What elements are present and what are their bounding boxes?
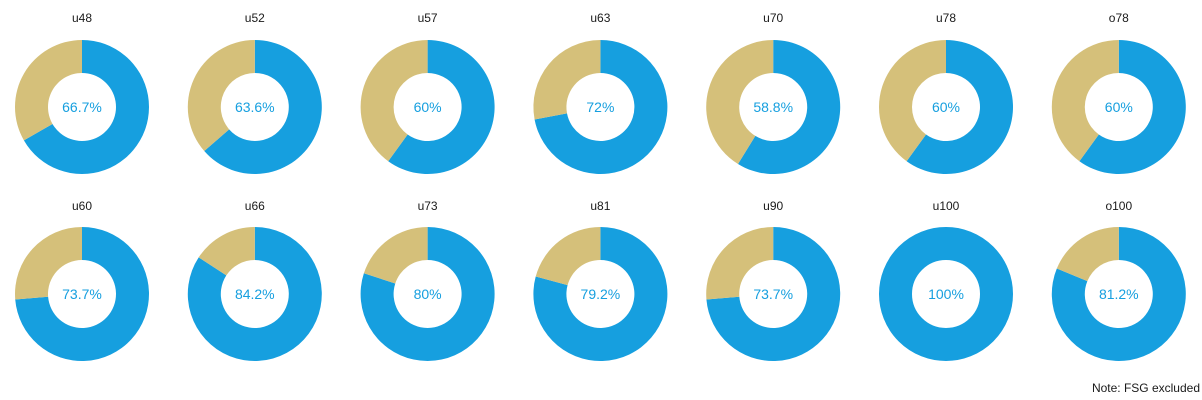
panel-title: u81 [590,199,610,213]
slice-primary [15,227,149,361]
slice-remainder [1056,227,1119,282]
slice-primary [534,40,668,175]
slice-primary [360,227,495,361]
donut-panel-u70: u70 58.8% [706,11,841,174]
panel-title: u66 [245,199,265,213]
slice-primary [23,40,149,175]
slice-remainder [535,227,601,286]
donut-panel-u48: u48 66.7% [14,11,149,175]
slice-remainder [360,40,428,162]
donut-panel-u100: u100 100% [879,199,1013,361]
panel-title: u100 [933,199,960,213]
slice-primary [1079,40,1186,174]
slice-primary [388,40,495,174]
slice-remainder [15,227,83,300]
slice-remainder [363,227,428,284]
panel-title: u52 [245,11,265,25]
donut-panel-u73: u73 80% [360,199,495,361]
center-percentage-label: 63.6% [235,99,275,115]
slice-remainder [879,40,946,162]
slice-primary [204,40,322,174]
donut-panel-u78: u78 60% [879,11,1013,174]
center-percentage-label: 84.2% [235,286,275,302]
donut-panel-o100: o100 81.2% [1051,199,1186,361]
slice-remainder [198,227,255,276]
slice-primary [706,227,841,361]
slice-remainder [14,40,82,141]
panel-title: u73 [418,199,438,213]
center-percentage-label: 60% [932,99,960,115]
donut-panel-u60: u60 73.7% [15,199,149,361]
footnote: Note: FSG excluded [1091,381,1200,395]
center-percentage-label: 100% [928,286,964,302]
center-percentage-label: 80% [414,286,442,302]
center-percentage-label: 58.8% [753,99,793,115]
panel-title: u63 [590,11,610,25]
donut-panel-o78: o78 60% [1051,11,1186,174]
panel-title: u60 [72,199,92,213]
donut-panel-u90: u90 73.7% [706,199,841,361]
slice-remainder [533,40,601,120]
center-percentage-label: 73.7% [62,286,102,302]
slice-primary [879,227,1013,361]
center-percentage-label: 79.2% [581,286,621,302]
donut-panel-u81: u81 79.2% [533,199,668,361]
panel-title: o100 [1105,199,1132,213]
donut-panel-u63: u63 72% [533,11,668,175]
center-percentage-label: 81.2% [1099,286,1139,302]
slice-primary [906,40,1013,174]
donut-panel-u66: u66 84.2% [187,199,322,361]
center-percentage-label: 73.7% [753,286,793,302]
slice-primary [1051,227,1186,361]
center-percentage-label: 60% [414,99,442,115]
panel-title: u70 [763,11,783,25]
slice-primary [533,227,668,361]
slice-primary [738,40,841,174]
panel-title: u57 [418,11,438,25]
center-percentage-label: 72% [586,99,614,115]
slice-remainder [706,40,774,165]
panel-title: o78 [1109,11,1129,25]
center-percentage-label: 66.7% [62,99,102,115]
panel-title: u78 [936,11,956,25]
donut-panel-u57: u57 60% [360,11,495,174]
panel-title: u48 [72,11,92,25]
slice-remainder [706,227,774,300]
slice-remainder [1051,40,1119,162]
slice-primary [187,227,322,361]
slice-remainder [187,40,255,151]
panel-title: u90 [763,199,783,213]
donut-panel-u52: u52 63.6% [187,11,322,174]
center-percentage-label: 60% [1105,99,1133,115]
